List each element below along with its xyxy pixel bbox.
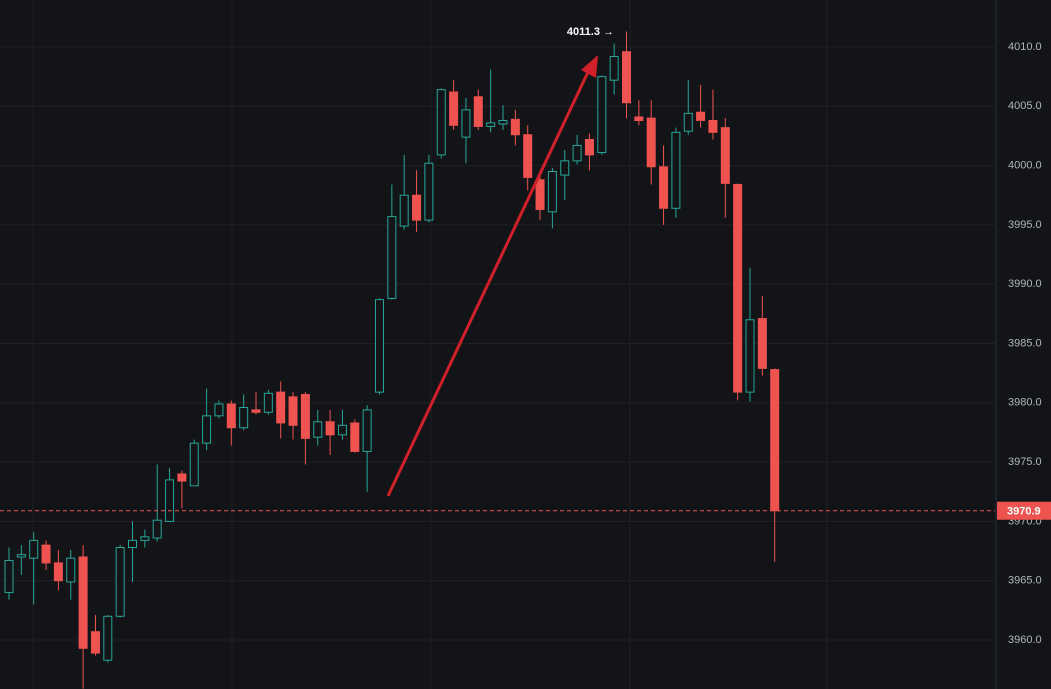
y-tick-label: 3975.0 (1008, 456, 1042, 468)
candle-body (140, 536, 150, 541)
candle-body (29, 539, 39, 559)
candle-body (535, 179, 545, 210)
candle-body (251, 409, 261, 413)
candle-body (584, 138, 594, 156)
candle-body (547, 171, 557, 213)
candle-body (745, 319, 755, 393)
candle-body (4, 560, 14, 594)
candle-body (115, 546, 125, 617)
candle-body (622, 51, 631, 104)
y-tick-label: 3960.0 (1008, 634, 1042, 646)
candle-body (720, 127, 730, 184)
candle-body (609, 55, 619, 81)
candle-body (449, 91, 459, 126)
candle-body (90, 631, 100, 654)
y-tick-label: 3980.0 (1008, 397, 1042, 409)
candle-body (659, 166, 669, 209)
y-tick-label: 3990.0 (1008, 278, 1042, 290)
candle-body (152, 519, 162, 539)
candle-body (66, 557, 76, 583)
candle-body (646, 117, 656, 168)
candle-body (597, 76, 607, 154)
candle-body (424, 162, 434, 221)
candle-body (53, 562, 63, 582)
arrow-head (581, 55, 598, 78)
trend-arrow (386, 55, 598, 497)
candle-body (523, 134, 533, 178)
y-tick-label: 4010.0 (1008, 41, 1042, 53)
candle-body (276, 391, 286, 424)
candle-body (733, 184, 743, 393)
candle-body (461, 109, 471, 138)
last-price-label: 3970.9 (1007, 506, 1041, 518)
candle-body (510, 118, 520, 136)
candle-body (696, 111, 706, 122)
candle-body (16, 554, 26, 558)
candle-body (214, 403, 224, 417)
candle-body (770, 369, 780, 512)
candle-body (362, 409, 372, 452)
candle-body (263, 392, 273, 413)
candle-body (757, 318, 767, 369)
candle-body (202, 415, 212, 444)
candle-body (226, 403, 236, 429)
y-tick-label: 4005.0 (1008, 100, 1042, 112)
candle-body (239, 407, 249, 429)
candle-body (337, 424, 347, 436)
candle-body (572, 144, 582, 162)
candle-body (708, 120, 718, 133)
max-annotation: 4011.3 → (567, 26, 614, 38)
candle-body (288, 396, 298, 426)
candle-body (189, 442, 199, 487)
candle-body (41, 544, 51, 564)
candle-body (486, 122, 496, 127)
candle-body (473, 96, 483, 127)
candle-body (128, 539, 137, 548)
candle-body (671, 131, 681, 209)
candle-body (165, 479, 175, 522)
candle-body (399, 194, 409, 227)
candle-body (560, 160, 570, 176)
y-tick-label: 3965.0 (1008, 575, 1042, 587)
candle-body (634, 116, 644, 122)
time-grid (32, 0, 828, 689)
candle-body (177, 473, 187, 482)
y-tick-label: 3985.0 (1008, 337, 1042, 349)
candle-body (375, 299, 384, 393)
candle-body (325, 421, 335, 436)
candle-body (683, 112, 693, 132)
candle-body (412, 194, 422, 221)
candle-body (387, 216, 397, 299)
candle-body (436, 89, 446, 156)
arrow-shaft (386, 71, 590, 497)
y-tick-label: 4000.0 (1008, 159, 1042, 171)
last-price-box (997, 501, 1051, 520)
candle-body (300, 393, 310, 439)
candle-body (313, 421, 323, 438)
candle-body (103, 615, 113, 661)
y-tick-label: 3995.0 (1008, 219, 1042, 231)
candle-body (498, 120, 508, 125)
candle-body (350, 422, 360, 452)
candle-body (78, 556, 88, 649)
